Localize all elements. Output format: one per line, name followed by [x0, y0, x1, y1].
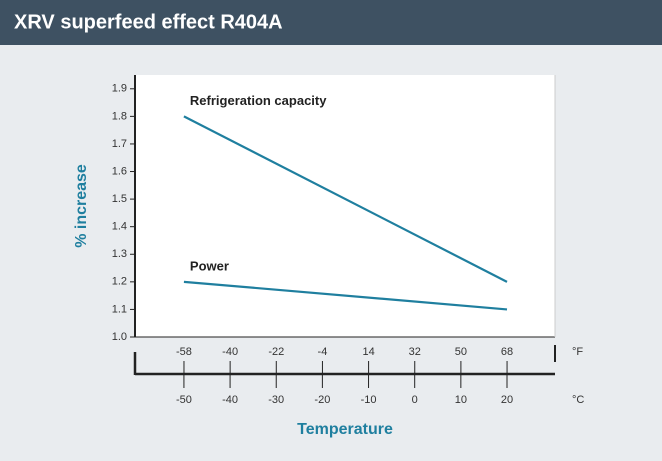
y-tick-label: 1.0 [112, 331, 127, 343]
y-tick-label: 1.2 [112, 276, 127, 288]
y-tick-label: 1.4 [112, 221, 127, 233]
x2-tick-label: 32 [409, 346, 421, 358]
header-bar [0, 0, 662, 45]
chart-title: XRV superfeed effect R404A [14, 11, 283, 33]
x2-tick-label: 68 [501, 346, 513, 358]
x2-tick-label: -40 [222, 346, 238, 358]
x-tick-label: -30 [268, 394, 284, 406]
x2-tick-label: -58 [176, 346, 192, 358]
x2-tick-label: 50 [455, 346, 467, 358]
x-tick-label: -40 [222, 394, 238, 406]
x2-tick-label: -4 [318, 346, 328, 358]
y-tick-label: 1.6 [112, 165, 127, 177]
x-tick-label: -10 [361, 394, 377, 406]
line [183, 115, 508, 283]
x2-tick-label: 14 [362, 346, 374, 358]
x2-tick-label: -22 [268, 346, 284, 358]
line [183, 280, 508, 311]
x-tick-label: -50 [176, 394, 192, 406]
y-tick-label: 1.3 [112, 248, 127, 260]
x-unit: °C [572, 394, 584, 406]
x-tick-label: 10 [455, 394, 467, 406]
y-tick-label: 1.1 [112, 303, 127, 315]
y-axis-label: % increase [73, 164, 90, 248]
plot-area [135, 75, 555, 337]
x2-unit: °F [572, 346, 583, 358]
series-label: Refrigeration capacity [190, 93, 327, 108]
y-tick-label: 1.8 [112, 110, 127, 122]
y-tick-label: 1.7 [112, 138, 127, 150]
y-tick-label: 1.9 [112, 83, 127, 95]
y-tick-label: 1.5 [112, 193, 127, 205]
series-label: Power [190, 258, 229, 273]
x-axis-label: Temperature [297, 421, 393, 438]
x-tick-label: -20 [314, 394, 330, 406]
x-tick-label: 0 [412, 394, 418, 406]
x-tick-label: 20 [501, 394, 513, 406]
